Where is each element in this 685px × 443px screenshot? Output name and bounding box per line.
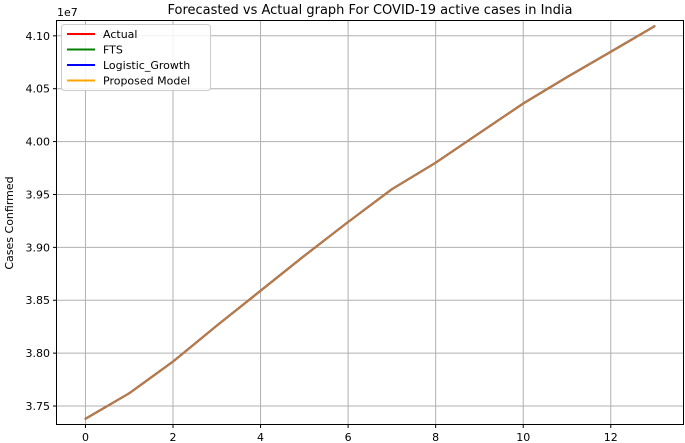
- y-axis: 3.75 3.80 3.85 3.90 3.95 4.00 4.05 4.10: [26, 30, 57, 413]
- x-tick-label: 10: [516, 431, 530, 443]
- legend-label: Actual: [103, 28, 137, 41]
- x-tick-label: 12: [604, 431, 618, 443]
- y-tick-label: 3.90: [26, 241, 51, 254]
- y-tick-label: 4.00: [26, 136, 51, 149]
- series-line-proposed-model: [84, 25, 656, 420]
- legend-label: Proposed Model: [103, 75, 190, 88]
- x-tick-label: 4: [257, 431, 264, 443]
- y-tick-label: 3.85: [26, 294, 51, 307]
- x-axis: 0 2 4 6 8 10 12: [82, 424, 618, 443]
- grid: [57, 21, 683, 424]
- y-tick-label: 4.05: [26, 83, 51, 96]
- plot-lines: [84, 25, 656, 420]
- chart-title: Forecasted vs Actual graph For COVID-19 …: [168, 3, 573, 18]
- x-tick-label: 8: [432, 431, 439, 443]
- legend-label: FTS: [103, 44, 123, 57]
- legend-box: [61, 24, 211, 91]
- y-tick-label: 3.80: [26, 347, 51, 360]
- x-tick-label: 6: [345, 431, 352, 443]
- y-tick-label: 3.75: [26, 400, 51, 413]
- y-offset-label: 1e7: [57, 6, 78, 19]
- x-tick-label: 0: [82, 431, 89, 443]
- y-tick-label: 4.10: [26, 30, 51, 43]
- plot-area-frame: [56, 20, 684, 425]
- y-tick-label: 3.95: [26, 188, 51, 201]
- x-tick-label: 2: [170, 431, 177, 443]
- legend: Actual FTS Logistic_Growth Proposed Model: [61, 24, 211, 91]
- legend-label: Logistic_Growth: [103, 59, 190, 72]
- y-axis-label: Cases Confirmed: [3, 176, 16, 269]
